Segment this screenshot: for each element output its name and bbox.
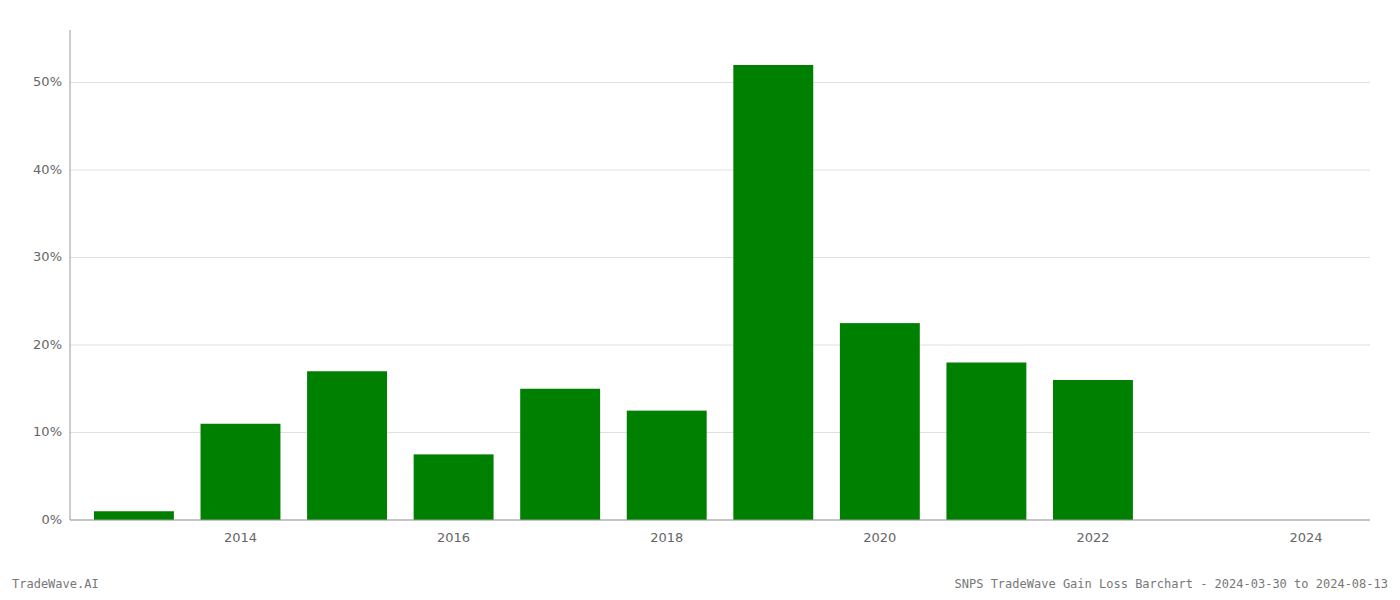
footer-text: SNPS TradeWave Gain Loss Barchart - 2024… bbox=[955, 577, 1388, 591]
bar bbox=[307, 371, 387, 520]
x-tick-label: 2016 bbox=[437, 530, 470, 545]
x-tick-label: 2018 bbox=[650, 530, 683, 545]
y-tick-label: 40% bbox=[33, 162, 62, 177]
x-axis-line bbox=[70, 520, 1370, 521]
bars bbox=[94, 65, 1133, 520]
bar bbox=[201, 424, 281, 520]
footer-text: TradeWave.AI bbox=[12, 577, 99, 591]
bar bbox=[627, 411, 707, 520]
grid bbox=[70, 83, 1370, 521]
bar bbox=[946, 363, 1026, 521]
grid-line bbox=[70, 82, 1370, 83]
y-tick-label: 50% bbox=[33, 74, 62, 89]
y-axis: 0% 10% 20% 30% 40% 50% bbox=[33, 74, 62, 527]
x-tick-label: 2014 bbox=[224, 530, 257, 545]
bar bbox=[1053, 380, 1133, 520]
bar bbox=[733, 65, 813, 520]
grid-line bbox=[70, 170, 1370, 171]
grid-line bbox=[70, 345, 1370, 346]
bar bbox=[840, 323, 920, 520]
x-tick-label: 2020 bbox=[863, 530, 896, 545]
grid-line bbox=[70, 520, 1370, 521]
x-axis: 2014 2016 2018 2020 2022 2024 bbox=[224, 530, 1323, 545]
y-tick-label: 20% bbox=[33, 337, 62, 352]
y-tick-label: 30% bbox=[33, 249, 62, 264]
x-tick-label: 2022 bbox=[1076, 530, 1109, 545]
bar bbox=[520, 389, 600, 520]
y-axis-line bbox=[70, 30, 71, 520]
y-tick-label: 0% bbox=[41, 512, 62, 527]
grid-line bbox=[70, 257, 1370, 258]
bar bbox=[414, 454, 494, 520]
y-tick-label: 10% bbox=[33, 424, 62, 439]
chart: 0% 10% 20% 30% 40% 50% 2014 2016 2018 2020 2022 202… bbox=[0, 0, 1400, 600]
x-tick-label: 2024 bbox=[1290, 530, 1323, 545]
bar bbox=[94, 511, 174, 520]
